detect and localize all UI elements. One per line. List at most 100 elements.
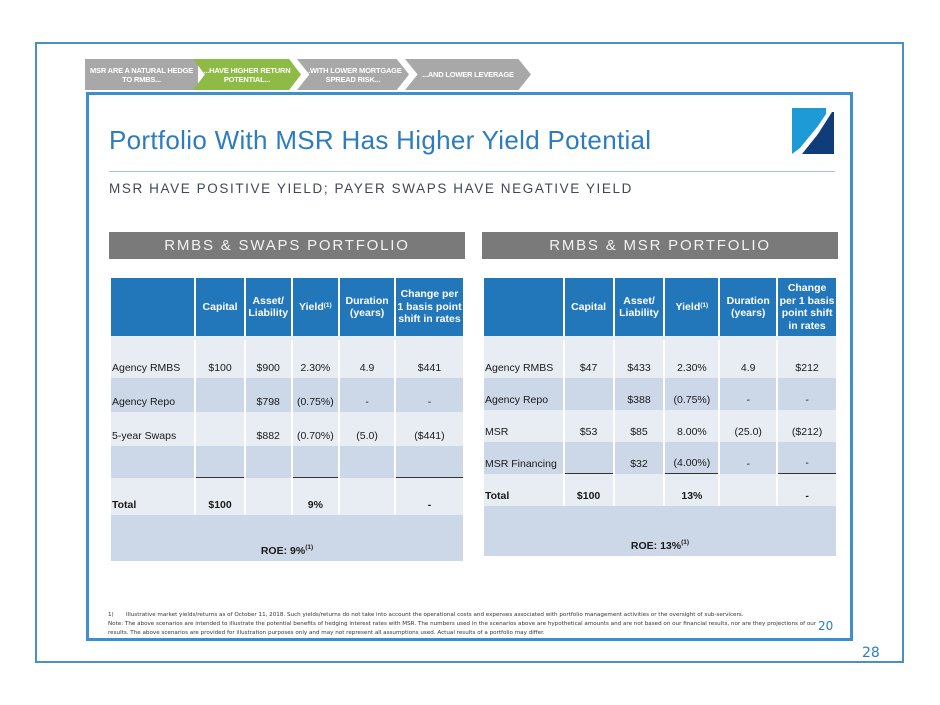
cell-duration: - — [720, 442, 777, 474]
cell-duration — [720, 474, 777, 506]
col-header-label — [111, 278, 195, 336]
cell-yield: (0.75%) — [665, 378, 719, 410]
col-header-capital: Capital — [564, 278, 613, 336]
cell-yield — [292, 446, 339, 478]
footnote-1: 1) Illustrative market yields/returns as … — [108, 612, 744, 618]
col-header-duration: Duration (years) — [720, 278, 777, 336]
cell-capital: $100 — [196, 340, 244, 378]
cell-duration: (25.0) — [720, 410, 777, 442]
progress-steps: MSR ARE A NATURAL HEDGE TO RMBS... ...HA… — [85, 59, 535, 90]
panel-header: RMBS & MSR PORTFOLIO — [482, 232, 838, 259]
cell-yield: 2.30% — [292, 340, 339, 378]
row-label: MSR — [484, 410, 563, 442]
cell-asset-liability: $882 — [245, 412, 291, 446]
cell-asset-liability: $900 — [245, 340, 291, 378]
step-lower-spread-risk: ...WITH LOWER MORTGAGE SPREAD RISK... — [297, 59, 409, 90]
col-header-asset-liability: Asset/ Liability — [245, 278, 291, 336]
cell-duration — [340, 478, 394, 515]
cell-yield: 13% — [665, 474, 719, 506]
cell-duration — [340, 446, 394, 478]
cell-yield: 2.30% — [665, 340, 719, 378]
rmbs-swaps-table: Capital Asset/ Liability Yield(1) Durati… — [109, 278, 465, 561]
page-subtitle: MSR HAVE POSITIVE YIELD; PAYER SWAPS HAV… — [109, 181, 633, 196]
roe-value: ROE: 13%(1) — [484, 506, 836, 556]
cell-yield: 8.00% — [665, 410, 719, 442]
col-header-duration: Duration (years) — [340, 278, 394, 336]
col-header-asset-liability: Asset/ Liability — [614, 278, 664, 336]
outer-page-number: 28 — [862, 645, 880, 661]
cell-capital: $100 — [196, 478, 244, 515]
cell-asset-liability — [245, 446, 291, 478]
cell-asset-liability: $388 — [614, 378, 664, 410]
row-label: Agency RMBS — [484, 340, 563, 378]
cell-change: ($212) — [778, 410, 836, 442]
table-header-row: Capital Asset/ Liability Yield(1) Durati… — [484, 278, 836, 336]
table-row — [111, 446, 463, 478]
cell-change: $441 — [395, 340, 463, 378]
row-label — [111, 446, 195, 478]
cell-duration: - — [340, 378, 394, 412]
cell-yield: 9% — [292, 478, 339, 515]
table-header-row: Capital Asset/ Liability Yield(1) Durati… — [111, 278, 463, 336]
cell-capital: $53 — [564, 410, 613, 442]
footnote-note: Note: The above scenarios are intended t… — [108, 621, 817, 636]
roe-row: ROE: 9%(1) — [111, 515, 463, 561]
row-label: Agency RMBS — [111, 340, 195, 378]
title-divider — [109, 171, 835, 172]
step-higher-return: ...HAVE HIGHER RETURN POTENTIAL... — [193, 59, 301, 90]
page-title: Portfolio With MSR Has Higher Yield Pote… — [109, 125, 652, 155]
footnotes: 1) Illustrative market yields/returns as … — [108, 611, 822, 638]
rmbs-msr-table: Capital Asset/ Liability Yield(1) Durati… — [482, 278, 838, 556]
step-natural-hedge: MSR ARE A NATURAL HEDGE TO RMBS... — [85, 59, 198, 90]
table-row: MSR $53 $85 8.00% (25.0) ($212) — [484, 410, 836, 442]
cell-change: - — [778, 378, 836, 410]
cell-asset-liability — [245, 478, 291, 515]
cell-duration: 4.9 — [720, 340, 777, 378]
col-header-change: Change per 1 basis point shift in rates — [778, 278, 836, 336]
col-header-yield: Yield(1) — [665, 278, 719, 336]
cell-capital: $100 — [564, 474, 613, 506]
table-row: 5-year Swaps $882 (0.70%) (5.0) ($441) — [111, 412, 463, 446]
cell-change: $212 — [778, 340, 836, 378]
inner-page-number: 20 — [818, 619, 834, 633]
row-label: MSR Financing — [484, 442, 563, 474]
cell-change: - — [778, 474, 836, 506]
cell-duration: (5.0) — [340, 412, 394, 446]
col-header-yield: Yield(1) — [292, 278, 339, 336]
cell-yield: (0.75%) — [292, 378, 339, 412]
table-row: MSR Financing $32 (4.00%) - - — [484, 442, 836, 474]
company-logo-icon — [792, 106, 834, 154]
table-row: Agency RMBS $100 $900 2.30% 4.9 $441 — [111, 340, 463, 378]
cell-asset-liability: $32 — [614, 442, 664, 474]
cell-yield: (0.70%) — [292, 412, 339, 446]
cell-asset-liability: $798 — [245, 378, 291, 412]
table-row: Agency Repo $388 (0.75%) - - — [484, 378, 836, 410]
total-row: Total $100 13% - — [484, 474, 836, 506]
cell-capital — [564, 442, 613, 474]
row-label: Agency Repo — [111, 378, 195, 412]
rmbs-msr-panel: RMBS & MSR PORTFOLIO Capital Asset/ Liab… — [482, 232, 838, 556]
roe-row: ROE: 13%(1) — [484, 506, 836, 556]
cell-asset-liability: $433 — [614, 340, 664, 378]
cell-yield: (4.00%) — [665, 442, 719, 474]
table-row: Agency Repo $798 (0.75%) - - — [111, 378, 463, 412]
rmbs-swaps-panel: RMBS & SWAPS PORTFOLIO Capital Asset/ Li… — [109, 232, 465, 561]
cell-change: - — [395, 378, 463, 412]
cell-capital: $47 — [564, 340, 613, 378]
cell-change — [395, 446, 463, 478]
cell-capital — [196, 446, 244, 478]
table-row: Agency RMBS $47 $433 2.30% 4.9 $212 — [484, 340, 836, 378]
cell-change: - — [395, 478, 463, 515]
row-label: 5-year Swaps — [111, 412, 195, 446]
cell-change: - — [778, 442, 836, 474]
cell-asset-liability: $85 — [614, 410, 664, 442]
roe-value: ROE: 9%(1) — [111, 515, 463, 561]
col-header-change: Change per 1 basis point shift in rates — [395, 278, 463, 336]
cell-capital — [564, 378, 613, 410]
col-header-label — [484, 278, 563, 336]
cell-change: ($441) — [395, 412, 463, 446]
step-lower-leverage: ...AND LOWER LEVERAGE — [405, 59, 531, 90]
panel-header: RMBS & SWAPS PORTFOLIO — [109, 232, 465, 259]
total-row: Total $100 9% - — [111, 478, 463, 515]
cell-duration: 4.9 — [340, 340, 394, 378]
